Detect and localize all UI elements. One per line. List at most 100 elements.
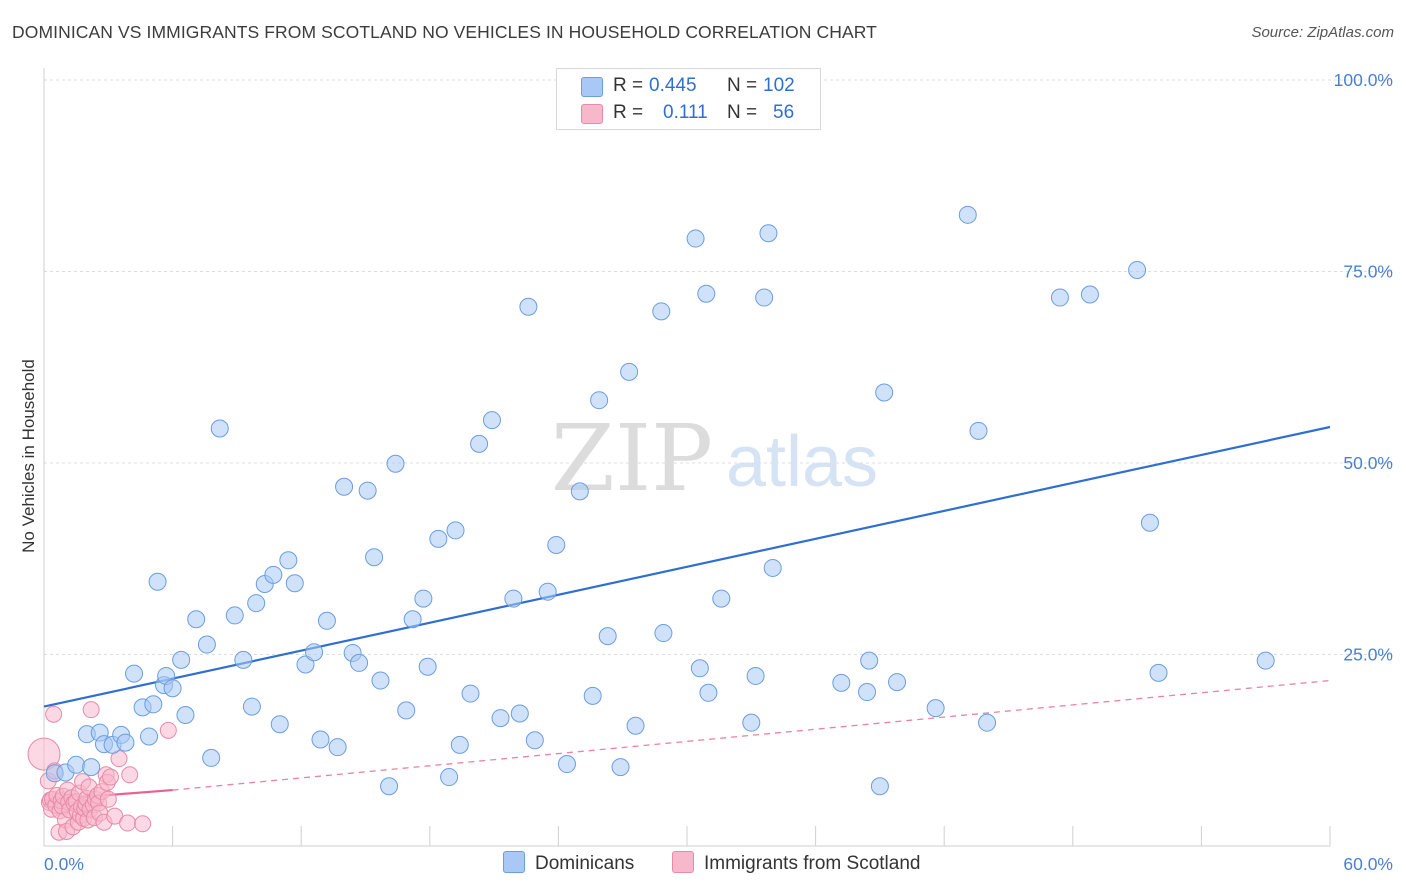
data-point-dominicans	[144, 695, 163, 714]
data-point-dominicans	[482, 411, 501, 430]
legend-item-scotland: Immigrants from Scotland	[672, 851, 920, 875]
data-point-dominicans	[590, 391, 609, 410]
stats-legend: R = 0.445 N = 102 R = 0.111 N = 56	[556, 68, 821, 130]
data-point-dominicans	[888, 673, 907, 692]
n-label: N =	[727, 102, 758, 123]
r-value: 0.445	[649, 75, 697, 96]
data-point-dominicans	[380, 777, 399, 796]
x-tick-label: 0.0%	[44, 854, 84, 874]
data-point-dominicans	[116, 733, 135, 752]
data-point-dominicans	[225, 606, 244, 625]
data-point-dominicans	[763, 558, 782, 577]
data-point-dominicans	[429, 529, 448, 548]
chart-title: DOMINICAN VS IMMIGRANTS FROM SCOTLAND NO…	[12, 22, 877, 42]
data-point-scotland	[45, 705, 63, 723]
legend-label-dominicans: Dominicans	[535, 853, 635, 874]
data-point-dominicans	[491, 709, 510, 728]
data-point-scotland	[119, 814, 137, 832]
data-point-dominicans	[317, 611, 336, 630]
data-point-dominicans	[697, 284, 716, 303]
data-point-dominicans	[557, 755, 576, 774]
data-point-dominicans	[858, 683, 877, 702]
data-point-dominicans	[570, 482, 589, 501]
y-tick-label: 25.0%	[1343, 645, 1393, 665]
data-point-dominicans	[440, 768, 459, 787]
data-point-dominicans	[712, 589, 731, 608]
data-point-dominicans	[371, 671, 390, 690]
legend-swatch-blue	[503, 851, 525, 873]
data-point-dominicans	[832, 673, 851, 692]
swatch-pink	[581, 104, 603, 124]
series-scotland-points	[27, 701, 177, 841]
data-point-dominicans	[611, 758, 630, 777]
n-value: 102	[763, 75, 795, 96]
source-label: Source: ZipAtlas.com	[1251, 24, 1394, 41]
data-point-dominicans	[163, 679, 182, 698]
data-point-dominicans	[172, 650, 191, 669]
data-point-dominicans	[414, 589, 433, 608]
data-point-dominicans	[755, 288, 774, 307]
data-point-dominicans	[978, 713, 997, 732]
data-point-dominicans	[397, 701, 416, 720]
data-point-dominicans	[525, 731, 544, 750]
data-point-dominicans	[247, 594, 266, 613]
data-point-scotland	[159, 721, 177, 739]
data-point-dominicans	[148, 572, 167, 591]
data-point-dominicans	[1080, 285, 1099, 304]
data-point-dominicans	[759, 224, 778, 243]
data-point-scotland	[99, 790, 117, 808]
data-point-dominicans	[242, 697, 261, 716]
series-dominicans-points	[45, 205, 1275, 796]
data-point-dominicans	[926, 699, 945, 718]
data-point-scotland	[27, 737, 61, 771]
data-point-scotland	[101, 768, 119, 786]
data-point-dominicans	[461, 684, 480, 703]
data-point-dominicans	[403, 610, 422, 629]
data-point-dominicans	[690, 659, 709, 678]
legend-item-dominicans: Dominicans	[503, 851, 634, 875]
data-point-dominicans	[176, 706, 195, 725]
data-point-dominicans	[450, 735, 469, 754]
data-point-dominicans	[547, 535, 566, 554]
data-point-dominicans	[296, 655, 315, 674]
grid	[44, 79, 1394, 655]
data-point-dominicans	[598, 627, 617, 646]
trend-line-dominicans	[43, 425, 1331, 708]
r-label: R =	[613, 102, 644, 123]
data-point-dominicans	[197, 635, 216, 654]
data-point-dominicans	[279, 551, 298, 570]
data-point-dominicans	[969, 421, 988, 440]
r-value: 0.111	[663, 102, 708, 123]
data-point-dominicans	[311, 730, 330, 749]
data-point-dominicans	[67, 755, 86, 774]
data-point-dominicans	[305, 643, 324, 662]
data-point-scotland	[121, 766, 139, 784]
data-point-dominicans	[958, 205, 977, 224]
data-point-dominicans	[418, 657, 437, 676]
data-point-dominicans	[652, 302, 671, 321]
legend-swatch-pink	[672, 851, 694, 873]
data-point-dominicans	[335, 477, 354, 496]
data-point-dominicans	[446, 521, 465, 540]
data-point-dominicans	[264, 565, 283, 584]
watermark-atlas: atlas	[726, 422, 878, 502]
n-label: N =	[727, 75, 758, 96]
data-point-dominicans	[1140, 513, 1159, 532]
y-tick-label: 50.0%	[1343, 453, 1393, 473]
data-point-dominicans	[202, 748, 221, 767]
y-tick-label: 100.0%	[1334, 70, 1393, 90]
data-point-dominicans	[519, 297, 538, 316]
data-point-dominicans	[1050, 288, 1069, 307]
data-point-dominicans	[583, 686, 602, 705]
data-point-dominicans	[510, 704, 529, 723]
data-point-dominicans	[470, 434, 489, 453]
data-point-dominicans	[1149, 663, 1168, 682]
data-point-dominicans	[654, 624, 673, 643]
data-point-dominicans	[187, 610, 206, 629]
data-point-dominicans	[386, 454, 405, 473]
data-point-dominicans	[285, 574, 304, 593]
y-axis-label: No Vehicles in Household	[19, 359, 38, 553]
n-value: 56	[773, 102, 795, 123]
watermark: ZIP atlas	[551, 405, 878, 512]
data-point-dominicans	[234, 650, 253, 669]
